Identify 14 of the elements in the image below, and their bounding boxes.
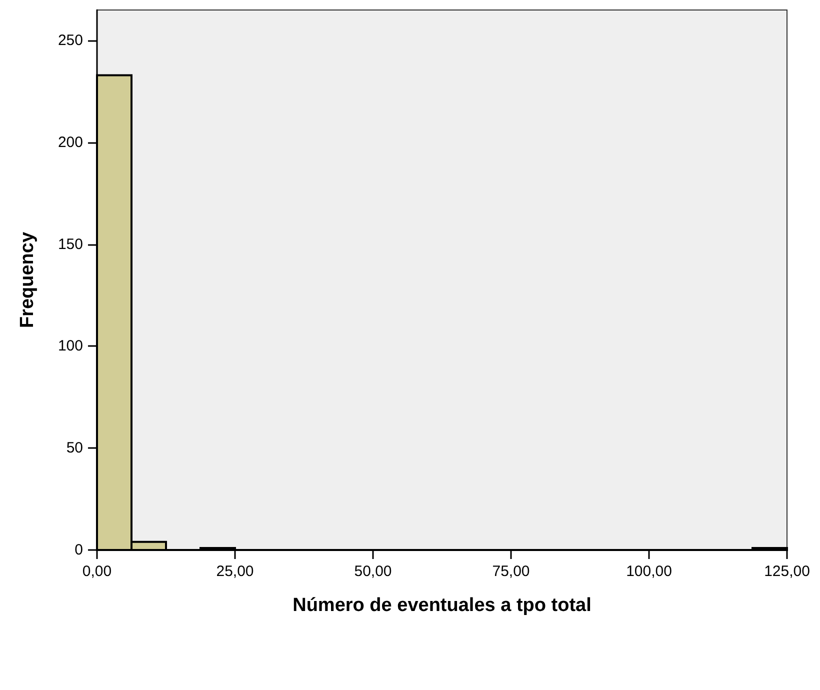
- y-tick-label: 0: [74, 542, 83, 558]
- x-tick-label: 25,00: [216, 563, 254, 580]
- y-tick-label: 250: [58, 32, 83, 50]
- y-axis-title: Frequency: [17, 232, 38, 328]
- y-tick-label: 150: [58, 236, 83, 253]
- x-tick-label: 100,00: [626, 563, 672, 580]
- x-tick-label: 125,00: [764, 563, 810, 580]
- y-tick-label: 100: [58, 338, 83, 355]
- x-tick-label: 0,00: [82, 563, 112, 580]
- x-axis-title: Número de eventuales a tpo total: [292, 595, 592, 616]
- y-tick-label: 200: [58, 134, 83, 151]
- y-tick-label: 50: [66, 440, 83, 457]
- x-tick-label: 50,00: [354, 563, 392, 580]
- x-tick-label: 75,00: [492, 563, 530, 580]
